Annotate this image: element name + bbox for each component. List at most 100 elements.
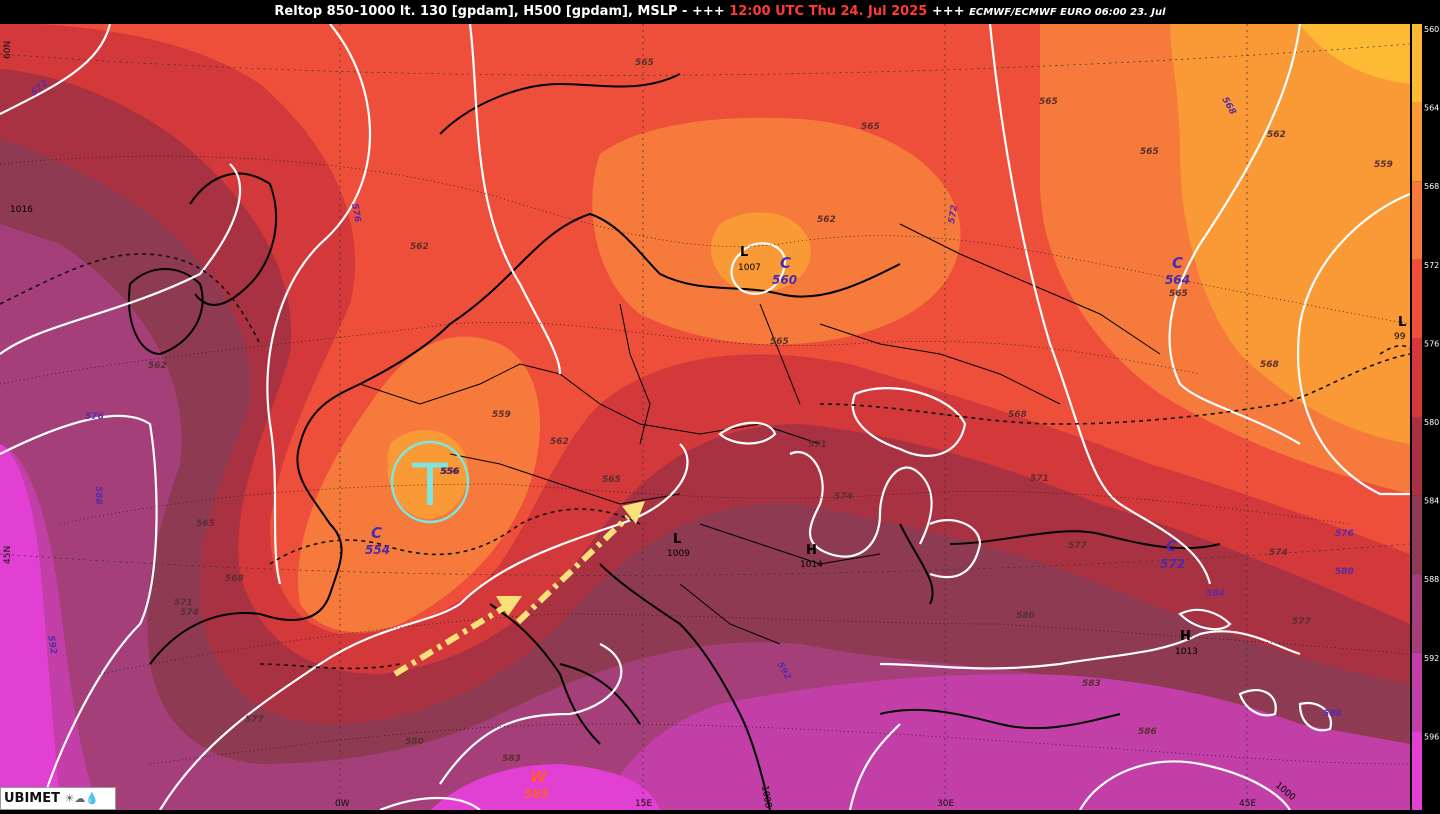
reltop-label: 565 (1169, 289, 1188, 299)
legend-level-label: 584 (1424, 497, 1439, 506)
legend-swatch (1412, 731, 1422, 810)
legend-scale: 560 564 568 572 576 580 584 588 592 596 (1412, 24, 1439, 810)
low-1007-value: 1007 (738, 263, 761, 273)
arrow-1 (393, 604, 507, 677)
reltop-label: 565 (196, 519, 215, 529)
arrow-1-head (496, 596, 522, 616)
h500-label: 588 (93, 486, 103, 505)
trough-ellipse (390, 440, 470, 524)
lon-30-label: 30E (937, 799, 954, 809)
lon-15-label: 15E (635, 799, 652, 809)
high-1014-value: 1014 (800, 560, 823, 570)
legend-level-label: 588 (1424, 575, 1439, 584)
high-1013-letter: H (1180, 629, 1191, 644)
reltop-label: 565 (1140, 147, 1159, 157)
legend-swatch (1412, 495, 1422, 575)
legend-level-label: 596 (1424, 732, 1439, 741)
reltop-label: 577 (245, 715, 265, 725)
warm-center: W 585 (524, 768, 549, 801)
band-564-north (711, 212, 811, 293)
lat-60-label: 60N (3, 41, 13, 59)
legend-swatch (1412, 181, 1422, 260)
high-1014-letter: H (806, 543, 817, 558)
cold-560-letter: C (780, 254, 791, 272)
reltop-label: 562 (148, 361, 167, 371)
reltop-label: 562 (817, 215, 836, 225)
trough-mark: T (411, 451, 448, 519)
reltop-label: 568 (1008, 410, 1027, 420)
cold-centers: C 560 C 554 C 564 C 572 (365, 254, 1190, 571)
reltop-label: 586 (1138, 727, 1157, 737)
high-1013-value: 1013 (1175, 647, 1198, 657)
legend-swatch (1412, 574, 1422, 653)
cold-554-letter: C (371, 524, 382, 542)
lon-45-label: 45E (1239, 799, 1256, 809)
low-99: L 99 (1394, 315, 1406, 342)
legend-level-label: 580 (1424, 418, 1439, 427)
reltop-label: 577 (1068, 541, 1088, 551)
reltop-label: 583 (1082, 679, 1101, 689)
legend-level-label: 560 (1424, 25, 1439, 34)
reltop-label: 562 (1267, 130, 1286, 140)
reltop-label: 580 (1016, 611, 1035, 621)
h500-contours (0, 24, 1410, 810)
legend-swatch (1412, 338, 1422, 417)
reltop-label: 559 (1374, 160, 1393, 170)
reltop-label: 568 (1260, 360, 1279, 370)
low-1007-letter: L (740, 245, 748, 260)
legend-swatch (1412, 652, 1422, 732)
low-99-letter: L (1398, 315, 1406, 330)
isobars (0, 253, 1410, 670)
cold-564-letter: C (1172, 254, 1183, 272)
h500-label: 556 (440, 467, 459, 477)
band-564-east (1170, 24, 1410, 444)
reltop-label: 583 (502, 754, 521, 764)
weather-map: T 60N 45N 0W 15E 30E 45E L 1007 L 1009 H… (0, 24, 1410, 810)
h500-label: 592 (45, 635, 58, 655)
title-model-run: ECMWF/ECMWF EURO 06:00 23. Jul (969, 7, 1166, 18)
legend-swatch (1412, 102, 1422, 182)
band-592-south (0, 444, 1410, 810)
h500-label: 584 (1206, 589, 1225, 599)
low-99-value: 99 (1394, 332, 1406, 342)
cold-572-value: 572 (1160, 557, 1185, 571)
legend-swatch (1412, 259, 1422, 339)
lat-45-label: 45N (3, 546, 13, 564)
band-560 (1300, 24, 1410, 84)
reltop-label: 559 (492, 410, 511, 420)
reltop-label: 571 (174, 598, 193, 608)
reltop-label: 565 (861, 122, 880, 132)
reltop-label: 565 (602, 475, 621, 485)
reltop-label: 562 (550, 437, 569, 447)
h500-label: 572 (947, 204, 960, 224)
reltop-labels: 565 562 559 556 562 565 565 562 565 568 571 574 577 5… (148, 58, 1393, 764)
legend-swatch (1412, 24, 1422, 103)
map-title: Reltop 850-1000 lt. 130 [gpdam], H500 [g… (0, 0, 1440, 24)
legend-level-label: 576 (1424, 339, 1439, 348)
low-1009-letter: L (673, 532, 681, 547)
graticule (0, 24, 1410, 810)
legend-level-label: 564 (1424, 104, 1439, 113)
h500-label: 588 (1323, 709, 1342, 719)
h500-label: 580 (1335, 567, 1354, 577)
reltop-label: 574 (834, 492, 853, 502)
reltop-label: 577 (1292, 617, 1312, 627)
axis-labels: 60N 45N 0W 15E 30E 45E (3, 41, 1256, 809)
legend-level-label: 572 (1424, 261, 1439, 270)
reltop-label: 571 (1030, 474, 1049, 484)
legend-level-label: 592 (1424, 654, 1439, 663)
weather-icons: ☀☁💧 (64, 792, 100, 805)
h500-label: 576 (349, 203, 362, 223)
reltop-label: 571 (808, 440, 827, 450)
warm-air-arrows (393, 501, 645, 677)
coastlines (128, 73, 1221, 810)
reltop-label: 574 (1269, 548, 1288, 558)
title-valid-time: 12:00 UTC Thu 24. Jul 2025 (729, 4, 928, 19)
arrow-2-head (622, 501, 645, 524)
high-1013: H 1013 (1175, 629, 1198, 657)
arrow-2 (515, 514, 631, 625)
cold-564-value: 564 (1165, 273, 1190, 287)
reltop-label: 565 (1039, 97, 1058, 107)
reltop-label: 565 (635, 58, 654, 68)
low-1009-value: 1009 (667, 549, 690, 559)
